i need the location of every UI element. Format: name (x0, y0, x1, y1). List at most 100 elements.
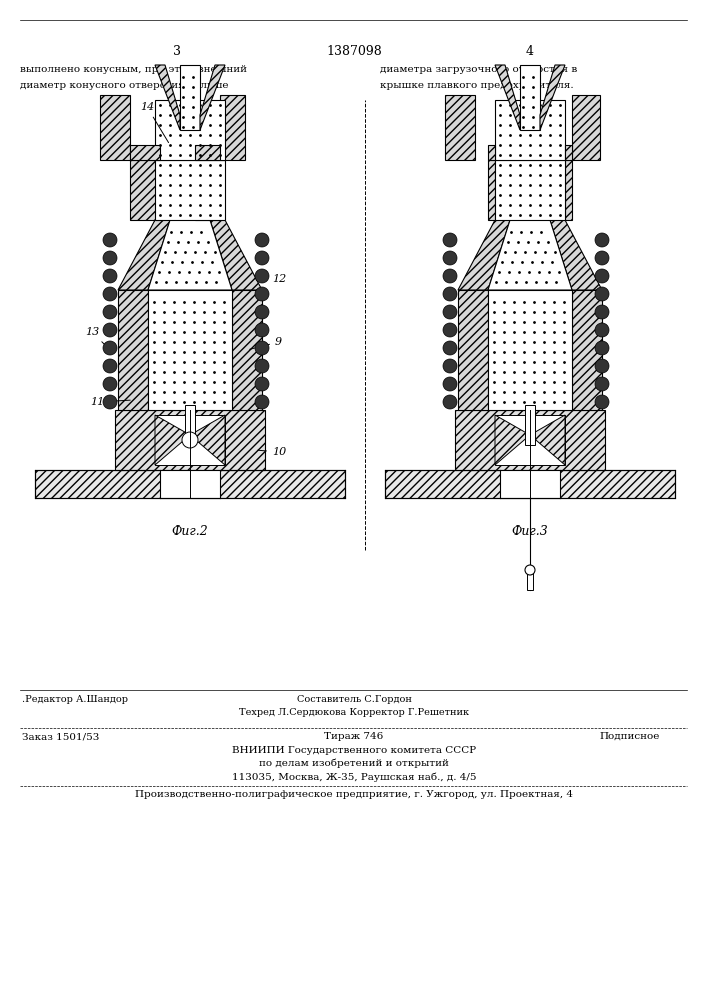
Polygon shape (550, 220, 602, 290)
Bar (385, 470, 675, 498)
Circle shape (595, 341, 609, 355)
Circle shape (255, 287, 269, 301)
Bar (220, 95, 245, 160)
Polygon shape (540, 65, 565, 130)
Text: Техред Л.Сердюкова Корректор Г.Решетник: Техред Л.Сердюкова Корректор Г.Решетник (239, 708, 469, 717)
Circle shape (255, 377, 269, 391)
Circle shape (255, 359, 269, 373)
Polygon shape (155, 65, 180, 130)
Circle shape (443, 377, 457, 391)
Bar (488, 160, 495, 220)
Circle shape (595, 377, 609, 391)
Circle shape (255, 269, 269, 283)
Circle shape (103, 305, 117, 319)
Polygon shape (118, 220, 170, 290)
Bar (565, 160, 572, 220)
Bar (565, 145, 572, 160)
Bar (520, 65, 540, 130)
Bar (155, 100, 225, 160)
Bar (185, 405, 195, 445)
Circle shape (595, 233, 609, 247)
Circle shape (595, 251, 609, 265)
Bar (148, 290, 232, 410)
Bar (495, 160, 565, 220)
Polygon shape (190, 415, 225, 465)
Circle shape (103, 269, 117, 283)
Text: 1387098: 1387098 (326, 45, 382, 58)
Text: .Редактор А.Шандор: .Редактор А.Шандор (22, 695, 128, 704)
Text: 14: 14 (140, 102, 168, 143)
Bar (488, 290, 572, 410)
Circle shape (595, 359, 609, 373)
Text: 11: 11 (90, 397, 130, 407)
Polygon shape (458, 220, 510, 290)
Circle shape (103, 287, 117, 301)
Circle shape (443, 359, 457, 373)
Text: 13: 13 (85, 327, 108, 348)
Text: ВНИИПИ Государственного комитета СССР: ВНИИПИ Государственного комитета СССР (232, 746, 476, 755)
Bar (195, 145, 220, 160)
Circle shape (595, 395, 609, 409)
Bar (195, 160, 220, 220)
Bar (118, 290, 148, 410)
Bar (488, 145, 495, 160)
Text: Составитель С.Гордон: Составитель С.Гордон (296, 695, 411, 704)
Polygon shape (530, 415, 565, 465)
Bar (155, 415, 225, 465)
Circle shape (443, 305, 457, 319)
Text: 4: 4 (526, 45, 534, 58)
Circle shape (182, 432, 198, 448)
Bar (445, 95, 475, 160)
Bar (525, 405, 535, 445)
Circle shape (255, 395, 269, 409)
Circle shape (443, 395, 457, 409)
Polygon shape (148, 220, 232, 290)
Circle shape (595, 269, 609, 283)
Circle shape (443, 323, 457, 337)
Polygon shape (200, 65, 225, 130)
Circle shape (103, 377, 117, 391)
Circle shape (255, 251, 269, 265)
Polygon shape (495, 415, 530, 465)
Bar (180, 65, 200, 130)
Bar (527, 568, 533, 590)
Circle shape (595, 287, 609, 301)
Text: 10: 10 (258, 447, 286, 457)
Text: диаметр конусного отверстия больше: диаметр конусного отверстия больше (20, 81, 228, 91)
Text: крышке плавкого предохранителя.: крышке плавкого предохранителя. (380, 81, 573, 90)
Bar (130, 160, 160, 220)
Circle shape (255, 341, 269, 355)
Bar (115, 410, 265, 470)
Text: Фиг.3: Фиг.3 (512, 525, 549, 538)
Circle shape (595, 305, 609, 319)
Text: Фиг.2: Фиг.2 (172, 525, 209, 538)
Text: 3: 3 (173, 45, 181, 58)
Text: Заказ 1501/53: Заказ 1501/53 (22, 732, 100, 741)
Bar (495, 415, 565, 465)
Bar (455, 410, 605, 470)
Polygon shape (495, 65, 520, 130)
Bar (458, 290, 488, 410)
Text: Производственно-полиграфическое предприятие, г. Ужгород, ул. Проектная, 4: Производственно-полиграфическое предприя… (135, 790, 573, 799)
Circle shape (103, 359, 117, 373)
Bar (155, 160, 225, 220)
Circle shape (103, 341, 117, 355)
Circle shape (255, 233, 269, 247)
Polygon shape (155, 415, 190, 465)
Text: Тираж 746: Тираж 746 (325, 732, 384, 741)
Text: Подписное: Подписное (600, 732, 660, 741)
Bar (500, 470, 560, 498)
Text: диаметра загрузочного отверстия в: диаметра загрузочного отверстия в (380, 65, 577, 74)
Polygon shape (488, 220, 572, 290)
Circle shape (103, 251, 117, 265)
Text: выполнено конусным, при этом внешний: выполнено конусным, при этом внешний (20, 65, 247, 74)
Polygon shape (210, 220, 262, 290)
Circle shape (103, 395, 117, 409)
Bar (572, 290, 602, 410)
Bar (130, 145, 160, 160)
Bar (232, 290, 262, 410)
Text: 12: 12 (259, 274, 286, 284)
Circle shape (443, 233, 457, 247)
Text: 113035, Москва, Ж-35, Раушская наб., д. 4/5: 113035, Москва, Ж-35, Раушская наб., д. … (232, 772, 477, 782)
Text: 9: 9 (250, 337, 282, 349)
